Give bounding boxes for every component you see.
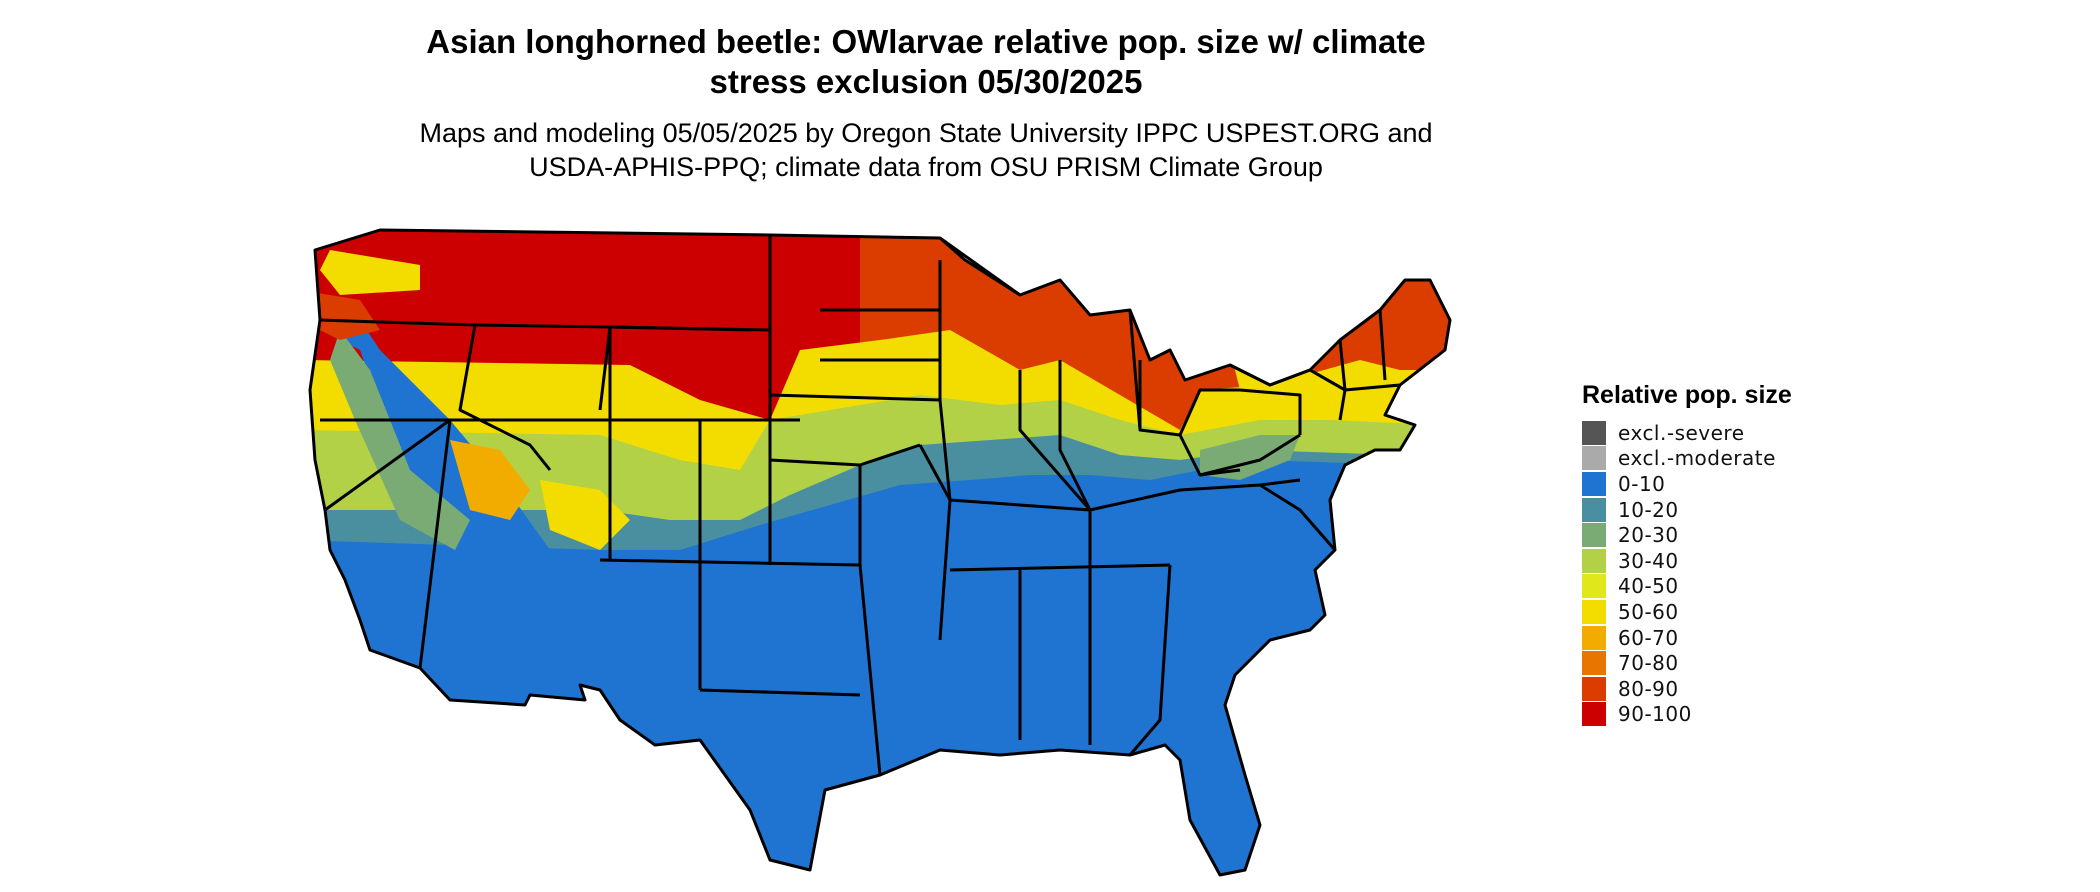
legend-label: 0-10 <box>1618 471 1666 496</box>
legend-label: 50-60 <box>1618 599 1679 624</box>
legend: Relative pop. size excl.-severe excl.-mod… <box>1582 380 1792 727</box>
legend-item: 0-10 <box>1582 471 1792 497</box>
legend-items: excl.-severe excl.-moderate 0-10 10-20 20-30… <box>1582 420 1792 727</box>
legend-swatch <box>1582 702 1606 727</box>
legend-label: excl.-moderate <box>1618 446 1776 471</box>
legend-item: 90-100 <box>1582 702 1792 728</box>
legend-swatch <box>1582 599 1606 624</box>
state-borders <box>308 228 1452 877</box>
legend-item: 50-60 <box>1582 599 1792 625</box>
legend-item: 80-90 <box>1582 676 1792 702</box>
legend-label: 90-100 <box>1618 702 1692 727</box>
legend-label: excl.-severe <box>1618 420 1745 445</box>
legend-swatch <box>1582 676 1606 701</box>
legend-item: excl.-moderate <box>1582 446 1792 472</box>
legend-swatch <box>1582 548 1606 573</box>
map-title: Asian longhorned beetle: OWlarvae relati… <box>426 23 1426 100</box>
legend-swatch <box>1582 471 1606 496</box>
legend-item: 30-40 <box>1582 548 1792 574</box>
us-map <box>308 228 1452 877</box>
legend-label: 80-90 <box>1618 676 1679 701</box>
legend-label: 70-80 <box>1618 651 1679 676</box>
legend-label: 60-70 <box>1618 625 1679 650</box>
title-block: Asian longhorned beetle: OWlarvae relati… <box>0 22 1852 184</box>
legend-swatch <box>1582 446 1606 471</box>
legend-item: 20-30 <box>1582 522 1792 548</box>
legend-swatch <box>1582 574 1606 599</box>
legend-swatch <box>1582 625 1606 650</box>
legend-label: 20-30 <box>1618 523 1679 548</box>
legend-swatch <box>1582 420 1606 445</box>
legend-item: excl.-severe <box>1582 420 1792 446</box>
legend-title: Relative pop. size <box>1582 381 1792 409</box>
legend-swatch <box>1582 497 1606 522</box>
legend-swatch <box>1582 523 1606 548</box>
legend-label: 40-50 <box>1618 574 1679 599</box>
legend-label: 30-40 <box>1618 548 1679 573</box>
legend-label: 10-20 <box>1618 497 1679 522</box>
map-subtitle: Maps and modeling 05/05/2025 by Oregon S… <box>419 118 1433 182</box>
legend-item: 40-50 <box>1582 574 1792 600</box>
legend-item: 10-20 <box>1582 497 1792 523</box>
relative-pop-size-raster <box>310 230 1450 875</box>
legend-swatch <box>1582 651 1606 676</box>
legend-item: 60-70 <box>1582 625 1792 651</box>
legend-item: 70-80 <box>1582 650 1792 676</box>
